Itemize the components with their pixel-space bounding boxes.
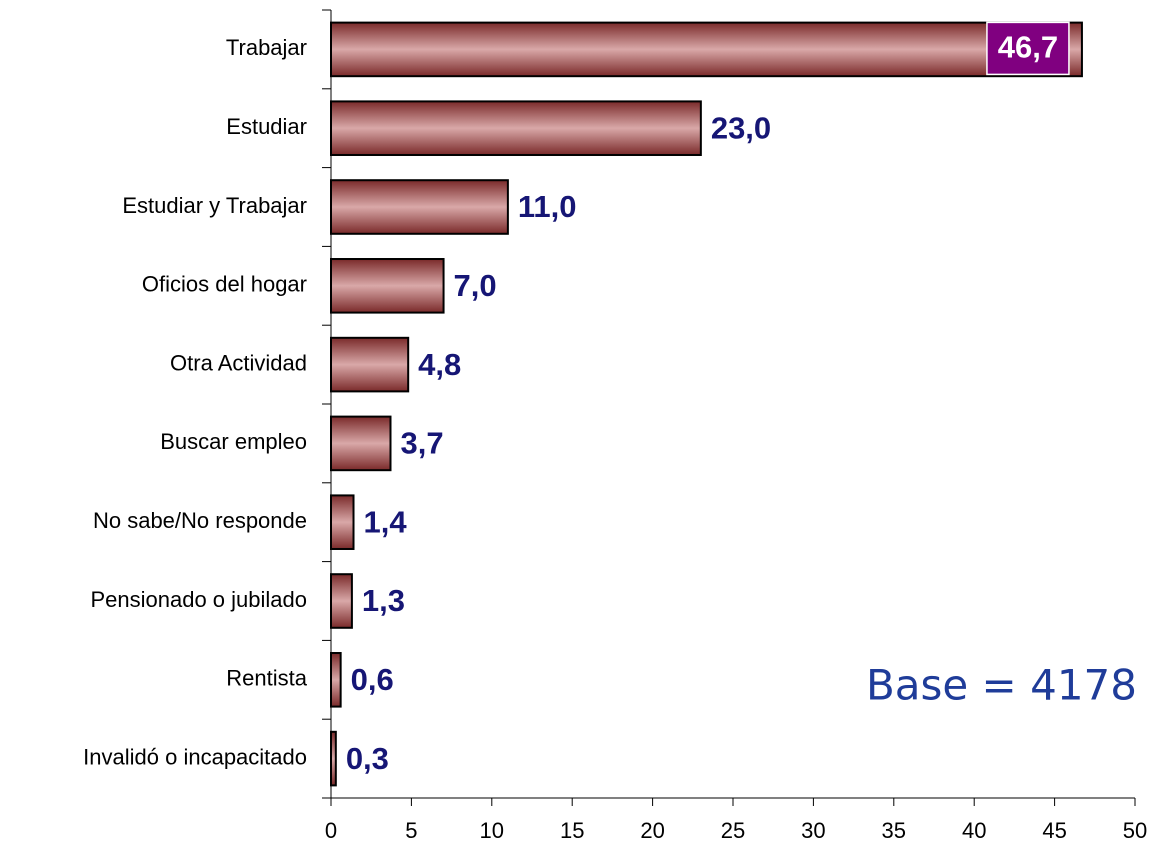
bar: [330, 573, 353, 629]
bar: [330, 100, 702, 156]
bar: [330, 652, 342, 708]
x-tick-label: 35: [882, 818, 906, 843]
value-label: 7,0: [454, 268, 497, 303]
bar: [330, 494, 355, 550]
category-label: Pensionado o jubilado: [90, 587, 307, 612]
bar: [330, 730, 337, 787]
category-label: No sabe/No responde: [93, 508, 307, 533]
x-tick-label: 20: [640, 818, 664, 843]
bar: [330, 415, 392, 472]
bar: [330, 21, 1083, 78]
x-tick-label: 50: [1123, 818, 1147, 843]
category-label: Buscar empleo: [160, 429, 307, 454]
x-tick-label: 15: [560, 818, 584, 843]
bar: [330, 179, 509, 235]
category-label: Estudiar: [226, 114, 307, 139]
category-label: Estudiar y Trabajar: [122, 193, 307, 218]
annotation: Base = 4178: [866, 661, 1137, 710]
category-label: Rentista: [226, 666, 307, 691]
x-tick-label: 40: [962, 818, 986, 843]
value-label: 1,4: [364, 504, 408, 539]
x-tick-label: 0: [325, 818, 337, 843]
value-label: 3,7: [400, 426, 443, 461]
x-tick-label: 10: [480, 818, 504, 843]
x-tick-label: 45: [1042, 818, 1066, 843]
category-label: Oficios del hogar: [142, 272, 307, 297]
value-label: 1,3: [362, 583, 405, 618]
value-label: 11,0: [518, 189, 577, 224]
value-label: 0,6: [351, 662, 394, 697]
value-label: 23,0: [711, 110, 771, 145]
x-tick-label: 30: [801, 818, 825, 843]
category-label: Otra Actividad: [170, 350, 307, 375]
value-label: 0,3: [346, 741, 389, 776]
value-label: 4,8: [418, 347, 461, 382]
bar: [330, 258, 445, 314]
x-tick-label: 5: [405, 818, 417, 843]
x-tick-label: 25: [721, 818, 745, 843]
value-label: 46,7: [998, 30, 1058, 65]
category-label: Trabajar: [226, 35, 307, 60]
category-label: Invalidó o incapacitado: [83, 744, 307, 769]
bar: [330, 336, 410, 393]
value-label-box: [986, 21, 1070, 76]
